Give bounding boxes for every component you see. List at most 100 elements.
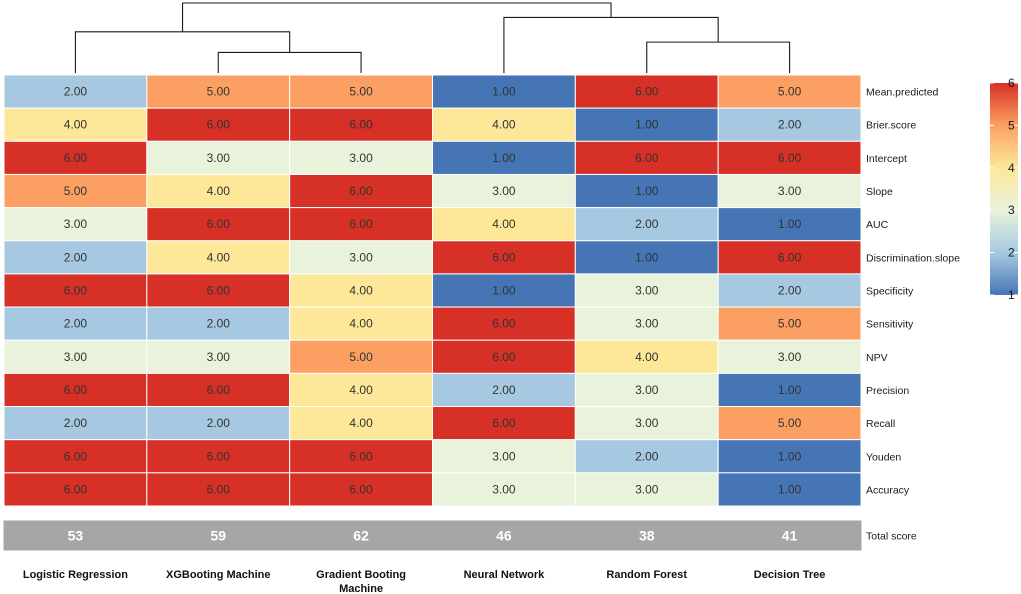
cell-value-label: 6.00 xyxy=(64,482,88,496)
cell-value-label: 4.00 xyxy=(349,317,373,331)
heatmap-cell-sensitivity-neural-network xyxy=(432,306,576,341)
column-label-gradient-booting-machine: Gradient Booting xyxy=(316,569,406,581)
heatmap-cell-discrimination-slope-random-forest xyxy=(574,240,719,275)
heatmap-cell-brier-score-random-forest xyxy=(574,107,719,142)
cell-value-label: 6.00 xyxy=(64,151,88,165)
heatmap-cell-mean-predicted-decision-tree xyxy=(717,74,862,109)
cell-value-label: 1.00 xyxy=(635,250,659,264)
cell-value-label: 2.00 xyxy=(635,217,659,231)
cell-value-label: 3.00 xyxy=(635,383,659,397)
heatmap-cell-brier-score-logistic-regression xyxy=(3,107,148,142)
heatmap-cell-recall-neural-network xyxy=(432,406,576,441)
cell-value-label: 3.00 xyxy=(778,350,802,364)
cell-value-label: 5.00 xyxy=(349,85,373,99)
cell-value-label: 2.00 xyxy=(64,250,88,264)
heatmap-cell-intercept-gradient-booting-machine xyxy=(289,140,433,175)
row-label-precision: Precision xyxy=(866,385,909,397)
cell-value-label: 6.00 xyxy=(778,151,802,165)
heatmap-cell-slope-random-forest xyxy=(574,173,719,209)
cell-value-label: 2.00 xyxy=(207,317,231,331)
cell-value-label: 4.00 xyxy=(635,350,659,364)
cell-value-label: 4.00 xyxy=(349,284,373,298)
heatmap-cell-discrimination-slope-decision-tree xyxy=(717,240,862,275)
heatmap-cell-accuracy-random-forest xyxy=(574,472,719,507)
cell-value-label: 6.00 xyxy=(492,416,516,430)
cell-value-label: 5.00 xyxy=(778,85,802,99)
heatmap-cell-accuracy-xgbooting-machine xyxy=(146,472,291,507)
row-label-auc: AUC xyxy=(866,219,889,231)
cell-value-label: 5.00 xyxy=(778,416,802,430)
dendrogram xyxy=(74,2,791,73)
total-score-value: 41 xyxy=(782,528,798,544)
total-score-cell-neural-network xyxy=(432,520,576,551)
heatmap-cell-accuracy-decision-tree xyxy=(717,472,862,507)
total-score-value: 46 xyxy=(496,528,512,544)
cell-value-label: 6.00 xyxy=(349,118,373,132)
cell-value-label: 2.00 xyxy=(207,416,231,430)
cell-value-label: 6.00 xyxy=(64,284,88,298)
column-label-logistic-regression: Logistic Regression xyxy=(23,569,128,581)
heatmap-cell-sensitivity-decision-tree xyxy=(717,306,862,341)
cell-value-label: 6.00 xyxy=(64,383,88,397)
cell-value-label: 3.00 xyxy=(64,350,88,364)
dendrogram-branch xyxy=(503,16,719,73)
heatmap-cell-intercept-decision-tree xyxy=(717,140,862,175)
heatmap-cell-recall-random-forest xyxy=(574,406,719,441)
heatmap-cell-intercept-neural-network xyxy=(432,140,576,175)
legend-tick-label: 2 xyxy=(1008,246,1015,260)
heatmap-cell-slope-neural-network xyxy=(432,173,576,209)
cell-value-label: 1.00 xyxy=(492,151,516,165)
heatmap-cell-youden-decision-tree xyxy=(717,439,862,474)
total-score-value: 53 xyxy=(68,528,84,544)
cell-value-label: 1.00 xyxy=(778,383,802,397)
heatmap-cell-brier-score-decision-tree xyxy=(717,107,862,142)
total-score-cell-decision-tree xyxy=(717,520,862,551)
cell-value-label: 6.00 xyxy=(349,449,373,463)
cell-value-label: 4.00 xyxy=(492,217,516,231)
row-label-discrimination-slope: Discrimination.slope xyxy=(866,252,960,264)
heatmap-cell-mean-predicted-logistic-regression xyxy=(3,74,148,109)
cell-value-labels: 2.00 5.00 5.00 1.00 6.00 5.00 4.00 6.00 6.00 4.00… xyxy=(64,85,802,497)
cell-value-label: 4.00 xyxy=(207,250,231,264)
cell-value-label: 6.00 xyxy=(207,482,231,496)
cell-value-label: 1.00 xyxy=(492,85,516,99)
cell-value-label: 5.00 xyxy=(64,184,88,198)
heatmap-cell-auc-decision-tree xyxy=(717,207,862,242)
heatmap-cell-auc-gradient-booting-machine xyxy=(289,207,433,242)
heatmap-cell-accuracy-logistic-regression xyxy=(3,472,148,507)
row-label-accuracy: Accuracy xyxy=(866,484,910,496)
cell-value-label: 2.00 xyxy=(64,317,88,331)
row-label-specificity: Specificity xyxy=(866,286,914,298)
cell-value-label: 1.00 xyxy=(635,184,659,198)
heatmap-cell-youden-random-forest xyxy=(574,439,719,474)
cell-value-label: 6.00 xyxy=(492,350,516,364)
column-label-xgbooting-machine: XGBooting Machine xyxy=(166,569,271,581)
heatmap-cell-intercept-random-forest xyxy=(574,140,719,175)
cell-value-label: 6.00 xyxy=(349,482,373,496)
heatmap-cell-npv-decision-tree xyxy=(717,339,862,374)
row-label-mean-predicted: Mean.predicted xyxy=(866,87,939,99)
total-score-cell-random-forest xyxy=(574,520,719,551)
heatmap-cell-recall-decision-tree xyxy=(717,406,862,441)
heatmap-cell-youden-gradient-booting-machine xyxy=(289,439,433,474)
heatmap-cell-slope-gradient-booting-machine xyxy=(289,173,433,209)
cell-value-label: 3.00 xyxy=(778,184,802,198)
row-label-recall: Recall xyxy=(866,418,895,430)
heatmap-cell-recall-gradient-booting-machine xyxy=(289,406,433,441)
heatmap-cell-auc-xgbooting-machine xyxy=(146,207,291,242)
cell-value-label: 6.00 xyxy=(492,317,516,331)
cell-value-label: 4.00 xyxy=(349,383,373,397)
heatmap-cell-precision-random-forest xyxy=(574,372,719,408)
row-labels: Mean.predicted Brier.score Intercept Slope A… xyxy=(866,87,960,497)
heatmap-cell-precision-decision-tree xyxy=(717,372,862,408)
row-label-sensitivity: Sensitivity xyxy=(866,319,914,331)
total-score-label: Total score xyxy=(866,531,917,543)
cell-value-label: 4.00 xyxy=(492,118,516,132)
cell-value-label: 3.00 xyxy=(492,184,516,198)
heatmap-cell-youden-logistic-regression xyxy=(3,439,148,474)
column-label-decision-tree: Decision Tree xyxy=(754,569,826,581)
cell-value-label: 3.00 xyxy=(492,449,516,463)
cell-value-label: 1.00 xyxy=(492,284,516,298)
cell-value-label: 6.00 xyxy=(207,383,231,397)
